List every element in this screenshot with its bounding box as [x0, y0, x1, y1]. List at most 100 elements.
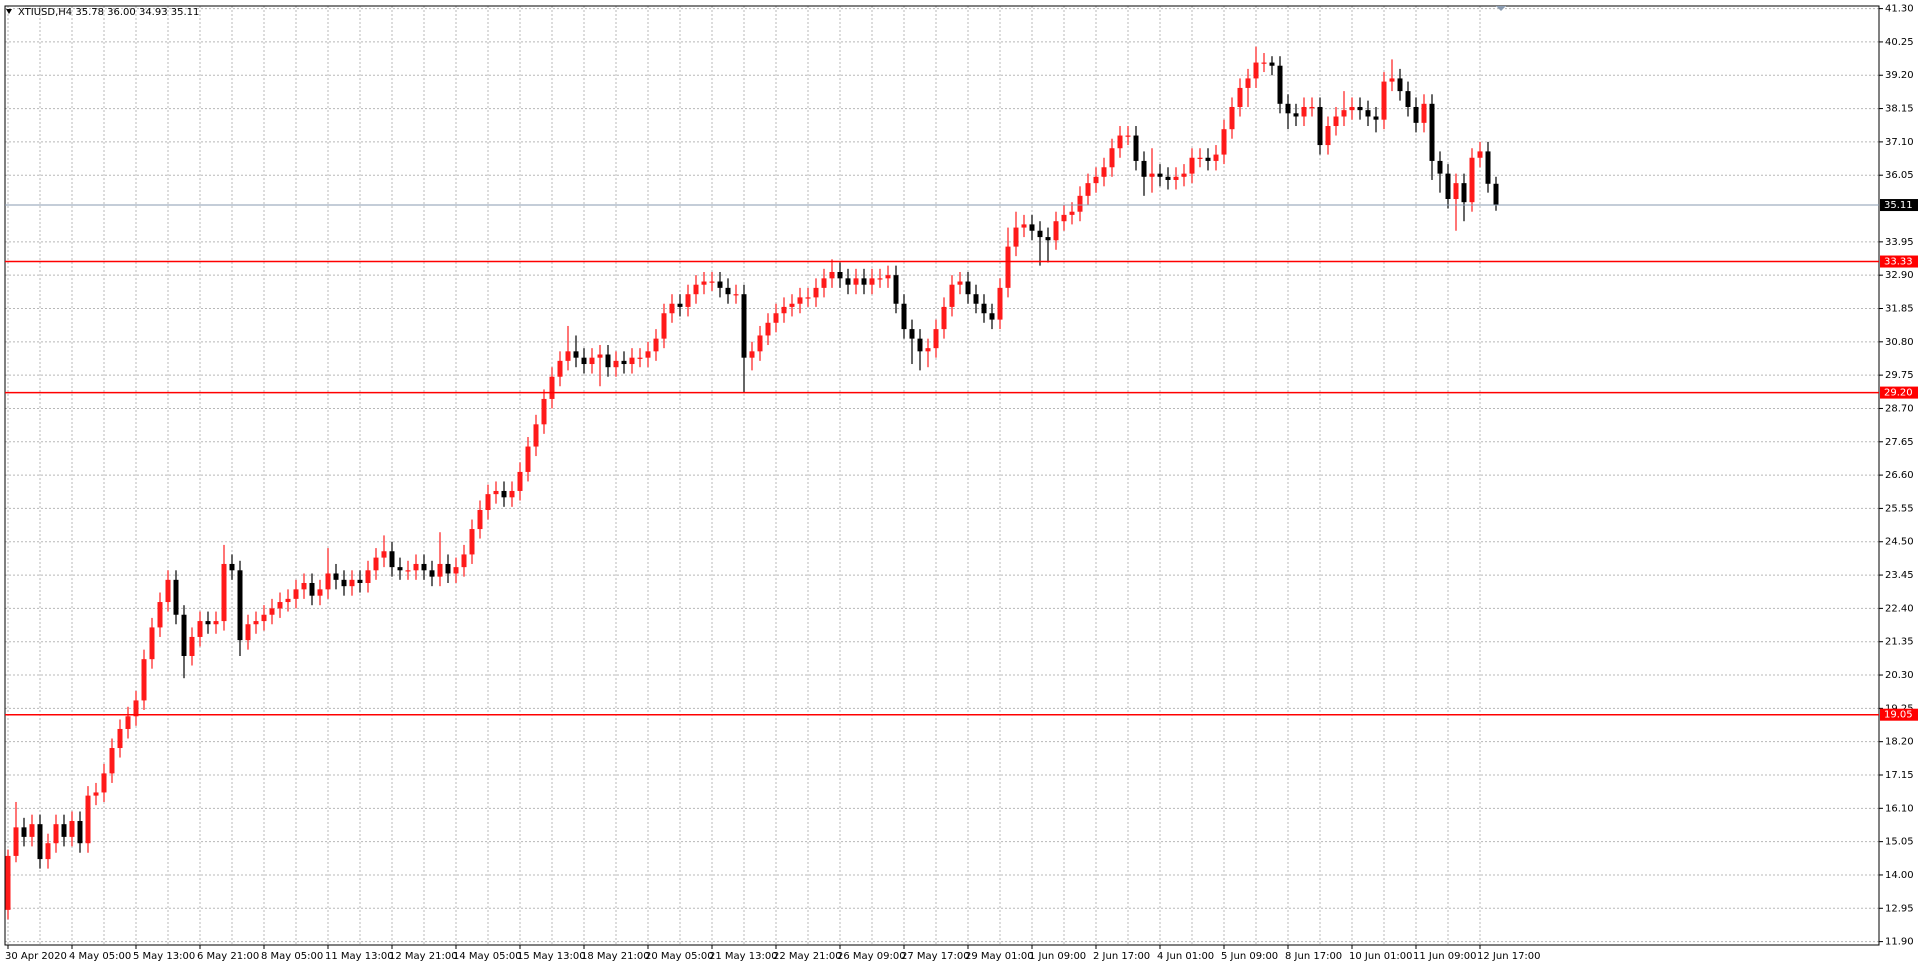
x-tick-label: 5 Jun 09:00: [1221, 951, 1278, 962]
candle-body: [221, 563, 227, 622]
candle-body: [1461, 183, 1467, 203]
marks: [5, 46, 1499, 920]
candle-body: [277, 602, 283, 609]
candle-body: [1197, 157, 1203, 159]
candle-body: [837, 271, 843, 279]
candle-body: [125, 716, 131, 729]
y-tick-label: 29.75: [1885, 370, 1914, 381]
candle-body: [1093, 176, 1099, 184]
x-tick-label: 30 Apr 2020: [5, 951, 67, 962]
candle-body: [1325, 126, 1331, 146]
candle-body: [45, 843, 51, 860]
candle-body: [629, 357, 635, 365]
candle-body: [997, 287, 1003, 320]
candle-body: [261, 614, 267, 622]
candle-body: [349, 579, 355, 587]
candle-body: [1277, 65, 1283, 104]
candle-body: [29, 824, 35, 837]
candle-body: [869, 278, 875, 285]
candle-body: [13, 827, 19, 856]
candle-body: [517, 471, 523, 491]
candle-body: [853, 278, 859, 285]
candle-body: [1173, 176, 1179, 180]
candle-body: [597, 354, 603, 358]
candle-body: [149, 627, 155, 660]
candle-body: [437, 563, 443, 577]
x-tick-label: 21 May 13:00: [709, 951, 778, 962]
y-tick-label: 11.90: [1885, 937, 1914, 948]
candle-body: [989, 313, 995, 320]
candle-body: [1421, 103, 1427, 123]
candle-body: [1285, 103, 1291, 114]
candle-body: [765, 322, 771, 336]
candle-body: [1133, 135, 1139, 161]
candle-body: [789, 303, 795, 307]
candle-body: [701, 281, 707, 285]
candle-body: [661, 313, 667, 339]
x-tick-label: 1 Jun 09:00: [1029, 951, 1086, 962]
candle-body: [973, 294, 979, 304]
candle-body: [1341, 110, 1347, 117]
candle-body: [605, 354, 611, 368]
candle-body: [1013, 227, 1019, 247]
y-tick-label: 17.15: [1885, 770, 1914, 781]
candle-body: [645, 351, 651, 358]
candle-body: [797, 297, 803, 304]
candle-body: [1205, 157, 1211, 161]
candle-body: [1125, 135, 1131, 137]
candle-body: [557, 360, 563, 377]
candle-body: [173, 579, 179, 615]
grid: [5, 6, 1879, 945]
candle-body: [1045, 237, 1051, 241]
y-tick-label: 15.05: [1885, 837, 1914, 848]
candle-body: [1245, 78, 1251, 88]
candle-body: [1261, 62, 1267, 64]
candle-body: [525, 446, 531, 472]
candle-body: [1429, 103, 1435, 161]
candle-body: [1477, 151, 1483, 158]
candle-body: [1269, 62, 1275, 66]
candle-body: [877, 278, 883, 280]
candle-body: [485, 494, 491, 511]
level-label-bg: [1880, 708, 1918, 721]
candle-body: [381, 551, 387, 558]
candle-body: [637, 357, 643, 359]
level-label-bg: [1880, 255, 1918, 268]
candle-body: [533, 424, 539, 447]
candle-body: [1101, 167, 1107, 177]
y-tick-label: 22.40: [1885, 603, 1914, 614]
candle-body: [957, 281, 963, 285]
candle-body: [341, 579, 347, 587]
y-tick-label: 39.20: [1885, 70, 1914, 81]
candle-body: [949, 284, 955, 307]
candle-body: [581, 357, 587, 365]
candle-body: [805, 297, 811, 299]
candle-body: [1069, 211, 1075, 215]
candle-body: [725, 287, 731, 295]
candle-body: [1117, 135, 1123, 149]
candle-body: [1029, 224, 1035, 231]
x-tick-label: 18 May 21:00: [581, 951, 650, 962]
candle-body: [1253, 62, 1259, 79]
candle-body: [101, 773, 107, 793]
candle-body: [1453, 183, 1459, 200]
level-label: 33.33: [1884, 257, 1913, 268]
candle-body: [365, 570, 371, 583]
candle-body: [1005, 246, 1011, 288]
y-tick-label: 18.20: [1885, 737, 1914, 748]
candle-body: [1309, 106, 1315, 109]
candle-body: [501, 490, 507, 498]
candle-body: [237, 570, 243, 641]
candle-body: [717, 281, 723, 288]
candle-body: [1229, 106, 1235, 130]
candle-body: [613, 360, 619, 368]
candle-body: [917, 338, 923, 352]
x-tick-label: 4 Jun 01:00: [1157, 951, 1214, 962]
candle-body: [1157, 173, 1163, 177]
candle-body: [197, 621, 203, 637]
candle-body: [181, 614, 187, 656]
candle-body: [685, 294, 691, 307]
candle-body: [93, 792, 99, 796]
